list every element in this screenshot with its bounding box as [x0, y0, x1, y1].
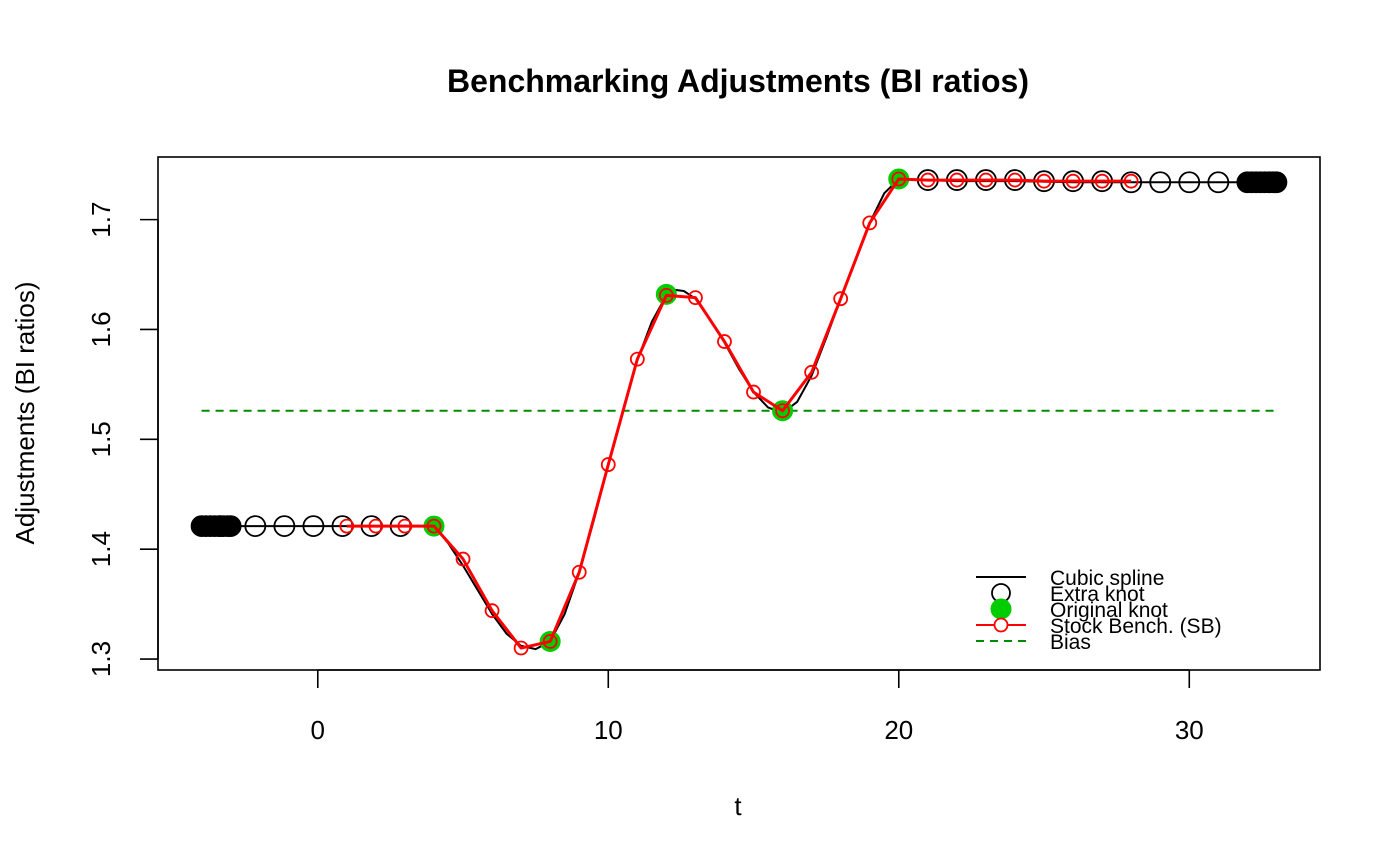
x-tick-label: 0	[311, 715, 325, 745]
legend-label-stock-bench: Stock Bench. (SB)	[1050, 615, 1222, 638]
chart-title: Benchmarking Adjustments (BI ratios)	[447, 63, 1029, 99]
y-tick-label: 1.3	[86, 641, 116, 677]
stock-bench-point	[1123, 173, 1139, 189]
stock-bench-point	[600, 457, 616, 472]
stock-bench-point	[775, 403, 790, 419]
stock-bench-point	[542, 634, 558, 649]
stock-bench-point	[513, 640, 529, 656]
stock-bench-point	[949, 172, 965, 188]
stock-bench-point	[368, 518, 384, 534]
stock-bench-point	[571, 564, 587, 580]
stock-bench-point	[397, 518, 413, 534]
y-tick-label: 1.6	[86, 311, 116, 347]
y-axis-label: Adjustments (BI ratios)	[10, 282, 40, 545]
legend-label-cubic-spline: Cubic spline	[1050, 567, 1164, 590]
stock-bench-point	[978, 172, 994, 188]
plot-area	[190, 168, 1288, 656]
stock-bench-point	[717, 334, 732, 349]
legend: Cubic spline Extra knot Original knot St…	[976, 567, 1222, 654]
legend-label-bias: Bias	[1050, 631, 1091, 654]
stock-bench-point	[426, 518, 442, 534]
legend-label-original-knot: Original knot	[1050, 599, 1168, 622]
stock-bench-point	[746, 384, 761, 400]
y-tick-label: 1.4	[86, 531, 116, 567]
legend-swatch-original-knot	[990, 598, 1012, 620]
stock-bench-point	[862, 215, 878, 231]
stock-bench-point	[804, 364, 820, 380]
x-axis-label: t	[734, 791, 742, 821]
x-tick-label: 30	[1175, 715, 1204, 745]
legend-swatch-stock-bench-marker	[993, 617, 1009, 633]
stock-bench-point	[1065, 173, 1081, 189]
stock-bench-point	[455, 551, 471, 567]
stock-bench-point	[484, 603, 500, 619]
plot-frame	[157, 156, 1321, 671]
y-axis: 1.3 1.4 1.5 1.6 1.7	[86, 202, 159, 677]
stock-bench-point	[891, 171, 907, 187]
stock-bench-point	[1094, 173, 1110, 189]
x-tick-label: 10	[594, 715, 623, 745]
stock-bench-point	[339, 518, 355, 534]
y-tick-label: 1.7	[86, 202, 116, 238]
stock-bench-point	[688, 290, 703, 306]
x-tick-label: 20	[884, 715, 913, 745]
stock-bench-point	[833, 291, 849, 307]
y-tick-label: 1.5	[86, 421, 116, 457]
stock-bench-point	[1007, 172, 1023, 188]
stock-bench-line	[346, 177, 1132, 650]
stock-bench-point	[629, 351, 645, 367]
stock-bench-point	[1036, 173, 1052, 189]
stock-bench-point	[658, 288, 674, 303]
x-axis: 0 10 20 30	[311, 669, 1204, 745]
legend-label-extra-knot: Extra knot	[1050, 583, 1145, 606]
stock-bench-point	[920, 172, 936, 188]
